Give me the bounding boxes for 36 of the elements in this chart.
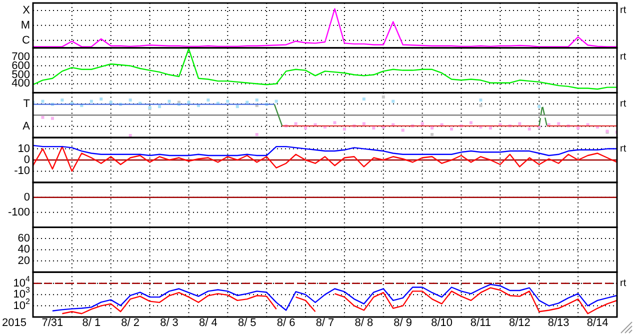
y-tick-label: 40 [18, 244, 30, 256]
y-tick-label: 400 [12, 78, 30, 90]
y-tick-label: 0 [24, 191, 30, 204]
y-tick-label: 10 [18, 142, 30, 155]
x-tick-label: 8/ 6 [276, 317, 296, 329]
text: rt [620, 4, 626, 16]
x-tick-label: 8/13 [548, 317, 570, 329]
text: rt [620, 98, 626, 110]
x-tick-label: 8/14 [586, 317, 608, 329]
y-tick-label: 60 [18, 232, 30, 244]
y-tick-label: 20 [18, 254, 30, 267]
x-tick-label: 8/ 2 [121, 317, 140, 329]
x-tick-label: 7/31 [42, 317, 64, 329]
text: C [22, 34, 30, 46]
y-tick-label: -10 [14, 165, 30, 178]
x-tick-label: 8/ 1 [82, 317, 101, 329]
x-tick-label: 8/ 5 [238, 317, 256, 329]
x-axis-title: 2015 [2, 317, 26, 329]
y-tick-label: 0 [24, 154, 30, 166]
text: T [23, 98, 30, 110]
x-tick-label: 8/ 3 [160, 317, 178, 329]
y-tick-label: -100 [8, 206, 30, 218]
text: rt [620, 278, 626, 289]
text: M [20, 19, 30, 32]
text: rt [620, 143, 626, 154]
x-tick-label: 8/12 [508, 317, 530, 329]
x-tick-label: 8/ 9 [394, 317, 412, 329]
x-tick-label: 8/10 [431, 317, 453, 329]
x-tick-label: 8/ 4 [199, 317, 218, 329]
x-tick-label: 8/ 7 [316, 317, 334, 329]
y-tick-label: 10$^{2}$ [13, 296, 31, 312]
text: rt [620, 51, 626, 62]
x-tick-label: 8/ 8 [354, 317, 374, 329]
text: X [22, 4, 31, 16]
text: A [22, 120, 31, 132]
x-tick-label: 8/11 [470, 317, 492, 329]
